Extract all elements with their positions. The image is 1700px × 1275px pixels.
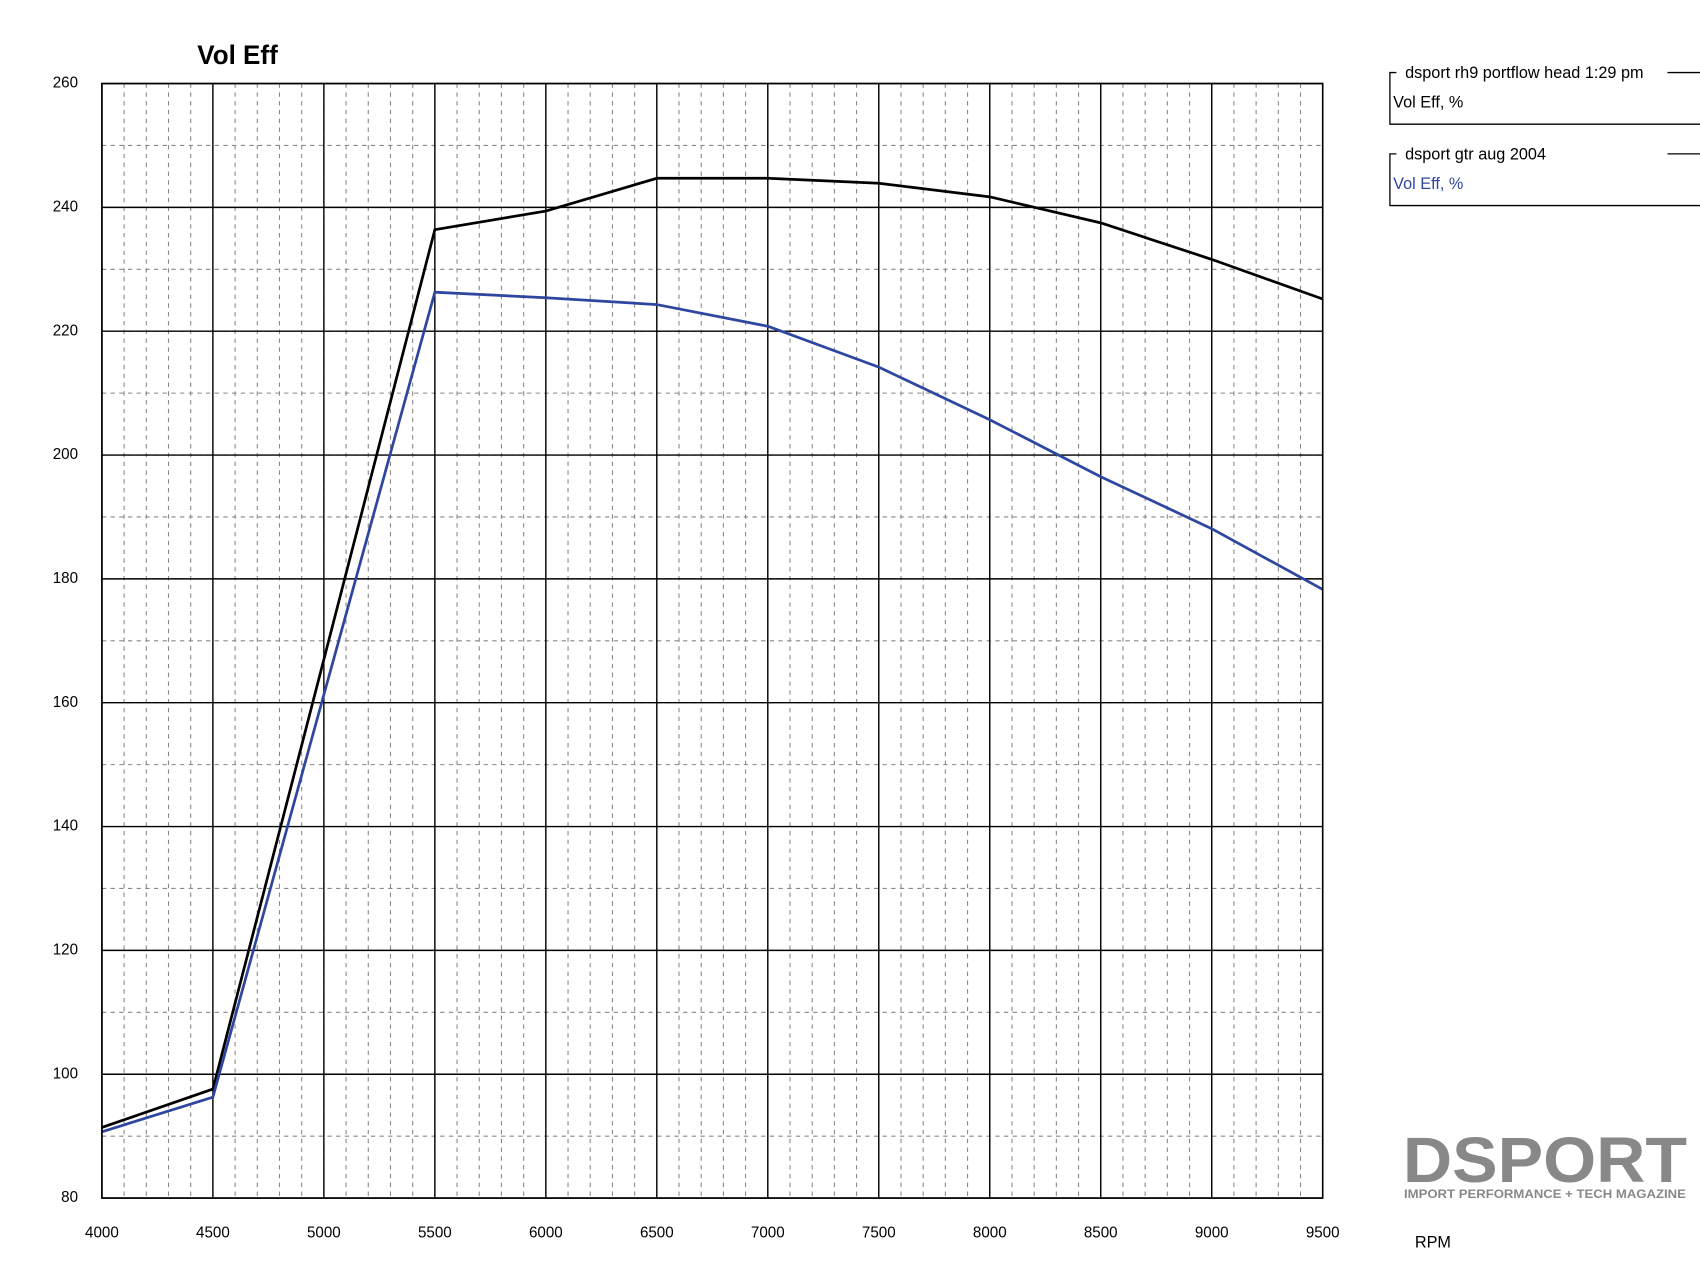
x-tick-label: 5500 <box>418 1224 452 1241</box>
chart-title: Vol Eff <box>197 40 278 70</box>
y-tick-label: 140 <box>53 818 78 835</box>
legend-unit: Vol Eff, % <box>1393 94 1463 112</box>
y-tick-label: 180 <box>53 570 78 587</box>
y-tick-label: 220 <box>53 322 78 339</box>
lines <box>101 176 1324 1134</box>
x-tick-label: 7000 <box>751 1224 785 1241</box>
logo-tagline: IMPORT PERFORMANCE + TECH MAGAZINE <box>1404 1187 1686 1201</box>
x-tick-label: 9000 <box>1195 1224 1229 1241</box>
y-tick-label: 160 <box>53 694 78 711</box>
x-tick-label: 8500 <box>1084 1224 1118 1241</box>
x-axis-label: RPM <box>1415 1233 1451 1251</box>
series-line <box>101 176 1324 1129</box>
legend-unit: Vol Eff, % <box>1393 175 1463 193</box>
x-tick-label: 8000 <box>973 1224 1007 1241</box>
plot-frame <box>101 82 1324 1199</box>
x-tick-label: 9500 <box>1306 1224 1340 1241</box>
y-tick-label: 120 <box>53 941 78 958</box>
legend-entry: dsport gtr aug 2004 <box>1405 145 1546 163</box>
x-tick-label: 6000 <box>529 1224 563 1241</box>
legend-entry: dsport rh9 portflow head 1:29 pm <box>1405 64 1643 82</box>
legend-frame <box>1389 71 1700 125</box>
y-tick-label: 100 <box>53 1065 78 1082</box>
y-tick-label: 200 <box>53 446 78 463</box>
y-tick-label: 260 <box>53 75 78 92</box>
logo: DSPORT IMPORT PERFORMANCE + TECH MAGAZIN… <box>1403 1126 1687 1201</box>
legend: dsport rh9 portflow head 1:29 pm Vol Eff,… <box>1389 64 1700 207</box>
series-line <box>101 290 1324 1134</box>
x-tick-label: 5000 <box>307 1224 341 1241</box>
x-tick-label: 4500 <box>196 1224 230 1241</box>
x-tick-label: 6500 <box>640 1224 674 1241</box>
x-tick-label: 7500 <box>862 1224 896 1241</box>
logo-text: DSPORT <box>1403 1126 1687 1196</box>
axes: 4000 4500 5000 5500 6000 6500 7000 7500 8000 8500… <box>53 75 1340 1242</box>
y-tick-label: 240 <box>53 198 78 215</box>
legend-frame <box>1389 153 1700 207</box>
y-tick-label: 80 <box>61 1189 78 1206</box>
grid <box>101 82 1324 1199</box>
x-tick-label: 4000 <box>85 1224 119 1241</box>
